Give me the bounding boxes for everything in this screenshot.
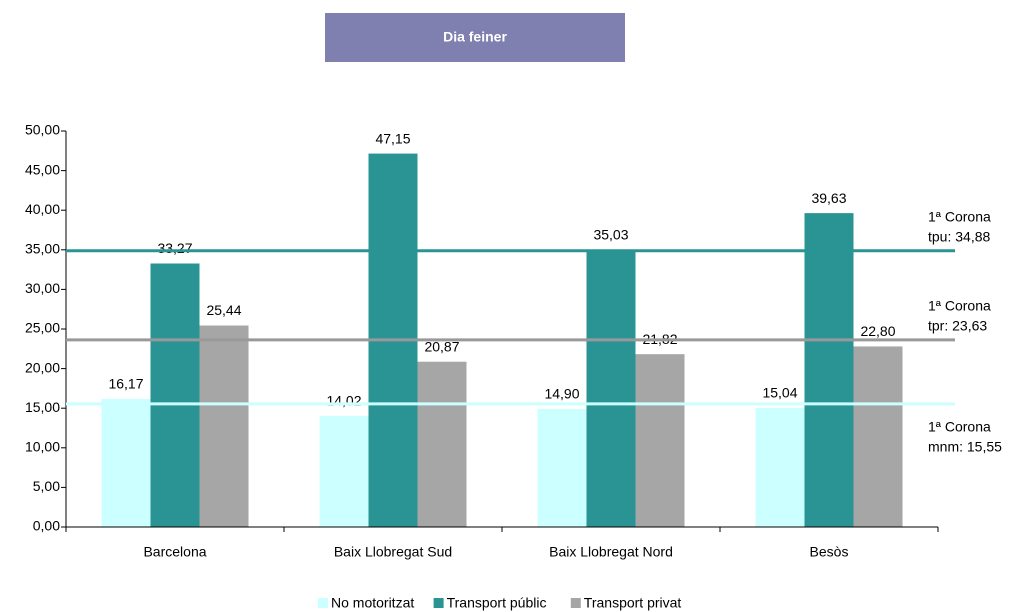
y-tick-label: 45,00 [25,161,60,177]
bar [150,263,200,527]
data-label: 35,03 [593,226,628,242]
data-label: 25,44 [206,302,241,318]
data-label: 20,87 [424,338,459,354]
data-label: 14,02 [326,393,361,409]
bar [755,407,805,527]
bar [853,346,903,527]
legend-label: Transport públic [447,595,547,611]
legend-swatch [433,598,444,608]
x-tick-label: Besòs [810,544,849,560]
x-tick-label: Baix Llobregat Nord [549,544,673,560]
reference-label: mnm: 15,55 [928,439,1002,455]
title-box [325,13,625,62]
reference-label: tpu: 34,88 [928,228,990,244]
y-tick-label: 40,00 [25,201,60,217]
data-label: 22,80 [860,323,895,339]
data-label: 47,15 [375,130,410,146]
legend-label: Transport privat [584,595,682,611]
y-tick-label: 35,00 [25,241,60,257]
data-label: 33,27 [157,240,192,256]
bar [804,213,854,527]
y-tick-label: 50,00 [25,122,60,138]
reference-label: 1ª Corona [928,298,991,314]
y-tick-label: 30,00 [25,280,60,296]
bar [537,408,587,527]
y-tick-label: 0,00 [33,518,60,534]
data-label: 39,63 [811,190,846,206]
y-tick-label: 10,00 [25,439,60,455]
x-tick-label: Barcelona [143,544,206,560]
bar [319,415,369,527]
x-tick-label: Baix Llobregat Sud [334,544,452,560]
reference-label: 1ª Corona [928,419,991,435]
bar [199,325,249,527]
chart-title: Dia feiner [443,29,507,45]
y-tick-label: 25,00 [25,320,60,336]
reference-label: 1ª Corona [928,208,991,224]
bar [101,398,151,527]
data-label: 16,17 [108,376,143,392]
bar [417,361,467,527]
bar [586,249,636,528]
legend-swatch [318,598,328,608]
legend-swatch [570,598,581,608]
y-tick-label: 20,00 [25,359,60,375]
reference-label: tpr: 23,63 [928,318,987,334]
legend-label: No motoritzat [331,595,414,611]
data-label: 15,04 [762,385,797,401]
data-label: 14,90 [544,386,579,402]
bar [635,354,685,527]
y-tick-label: 15,00 [25,399,60,415]
y-tick-label: 5,00 [33,478,60,494]
